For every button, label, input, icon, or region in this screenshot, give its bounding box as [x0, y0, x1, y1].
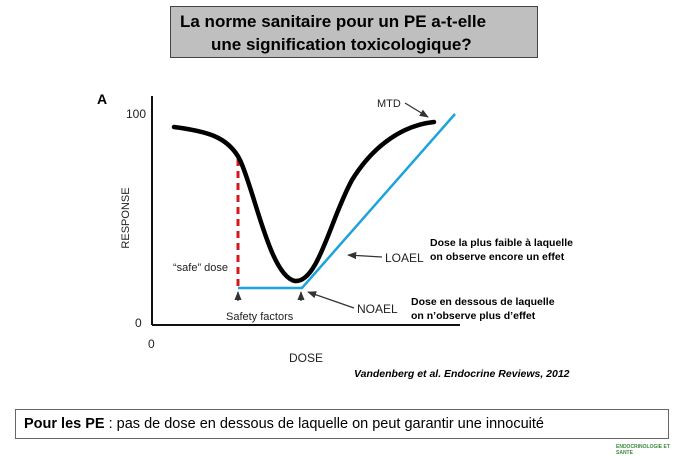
loael-note-line2: on observe encore un effet [430, 251, 565, 263]
panel-letter: A [97, 91, 107, 107]
slide-title-line2: une signification toxicologique? [211, 35, 472, 54]
y-tick-0: 0 [135, 316, 142, 330]
noael-note-line2: on n’observe plus d’effet [411, 310, 536, 322]
dose-response-curve [171, 119, 437, 284]
y-tick-100: 100 [126, 107, 146, 121]
conclusion-text: : pas de dose en dessous de laquelle on … [104, 416, 544, 432]
noael-note-line1: Dose en dessous de laquelle [411, 296, 555, 308]
loael-label: LOAEL [385, 251, 424, 265]
footer-logo: ENDOCRINOLOGIE ET SANTE [616, 444, 670, 456]
safe-dose-label: “safe” dose [173, 262, 228, 274]
conclusion-bold: Pour les PE [24, 416, 105, 432]
mtd-label: MTD [377, 98, 401, 110]
slide-title: La norme sanitaire pour un PE a-t-elle u… [170, 6, 538, 58]
loael-arrow [347, 251, 383, 260]
citation: Vandenberg et al. Endocrine Reviews, 201… [354, 368, 570, 380]
slide-title-line1: La norme sanitaire pour un PE a-t-elle [180, 12, 487, 31]
noael-note: Dose en dessous de laquelle on n’observe… [411, 295, 555, 323]
mtd-arrow [404, 102, 429, 118]
conclusion-box: Pour les PE : pas de dose en dessous de … [15, 409, 669, 439]
loael-note: Dose la plus faible à laquelle on observ… [430, 236, 573, 264]
threshold-model-line [238, 113, 456, 290]
x-axis-label: DOSE [289, 351, 323, 365]
noael-arrow [307, 291, 355, 309]
x-tick-0: 0 [148, 337, 155, 351]
loael-note-line1: Dose la plus faible à laquelle [430, 237, 573, 249]
y-axis-label: RESPONSE [120, 187, 132, 248]
safety-factors-label: Safety factors [226, 311, 294, 323]
noael-label: NOAEL [357, 302, 398, 316]
